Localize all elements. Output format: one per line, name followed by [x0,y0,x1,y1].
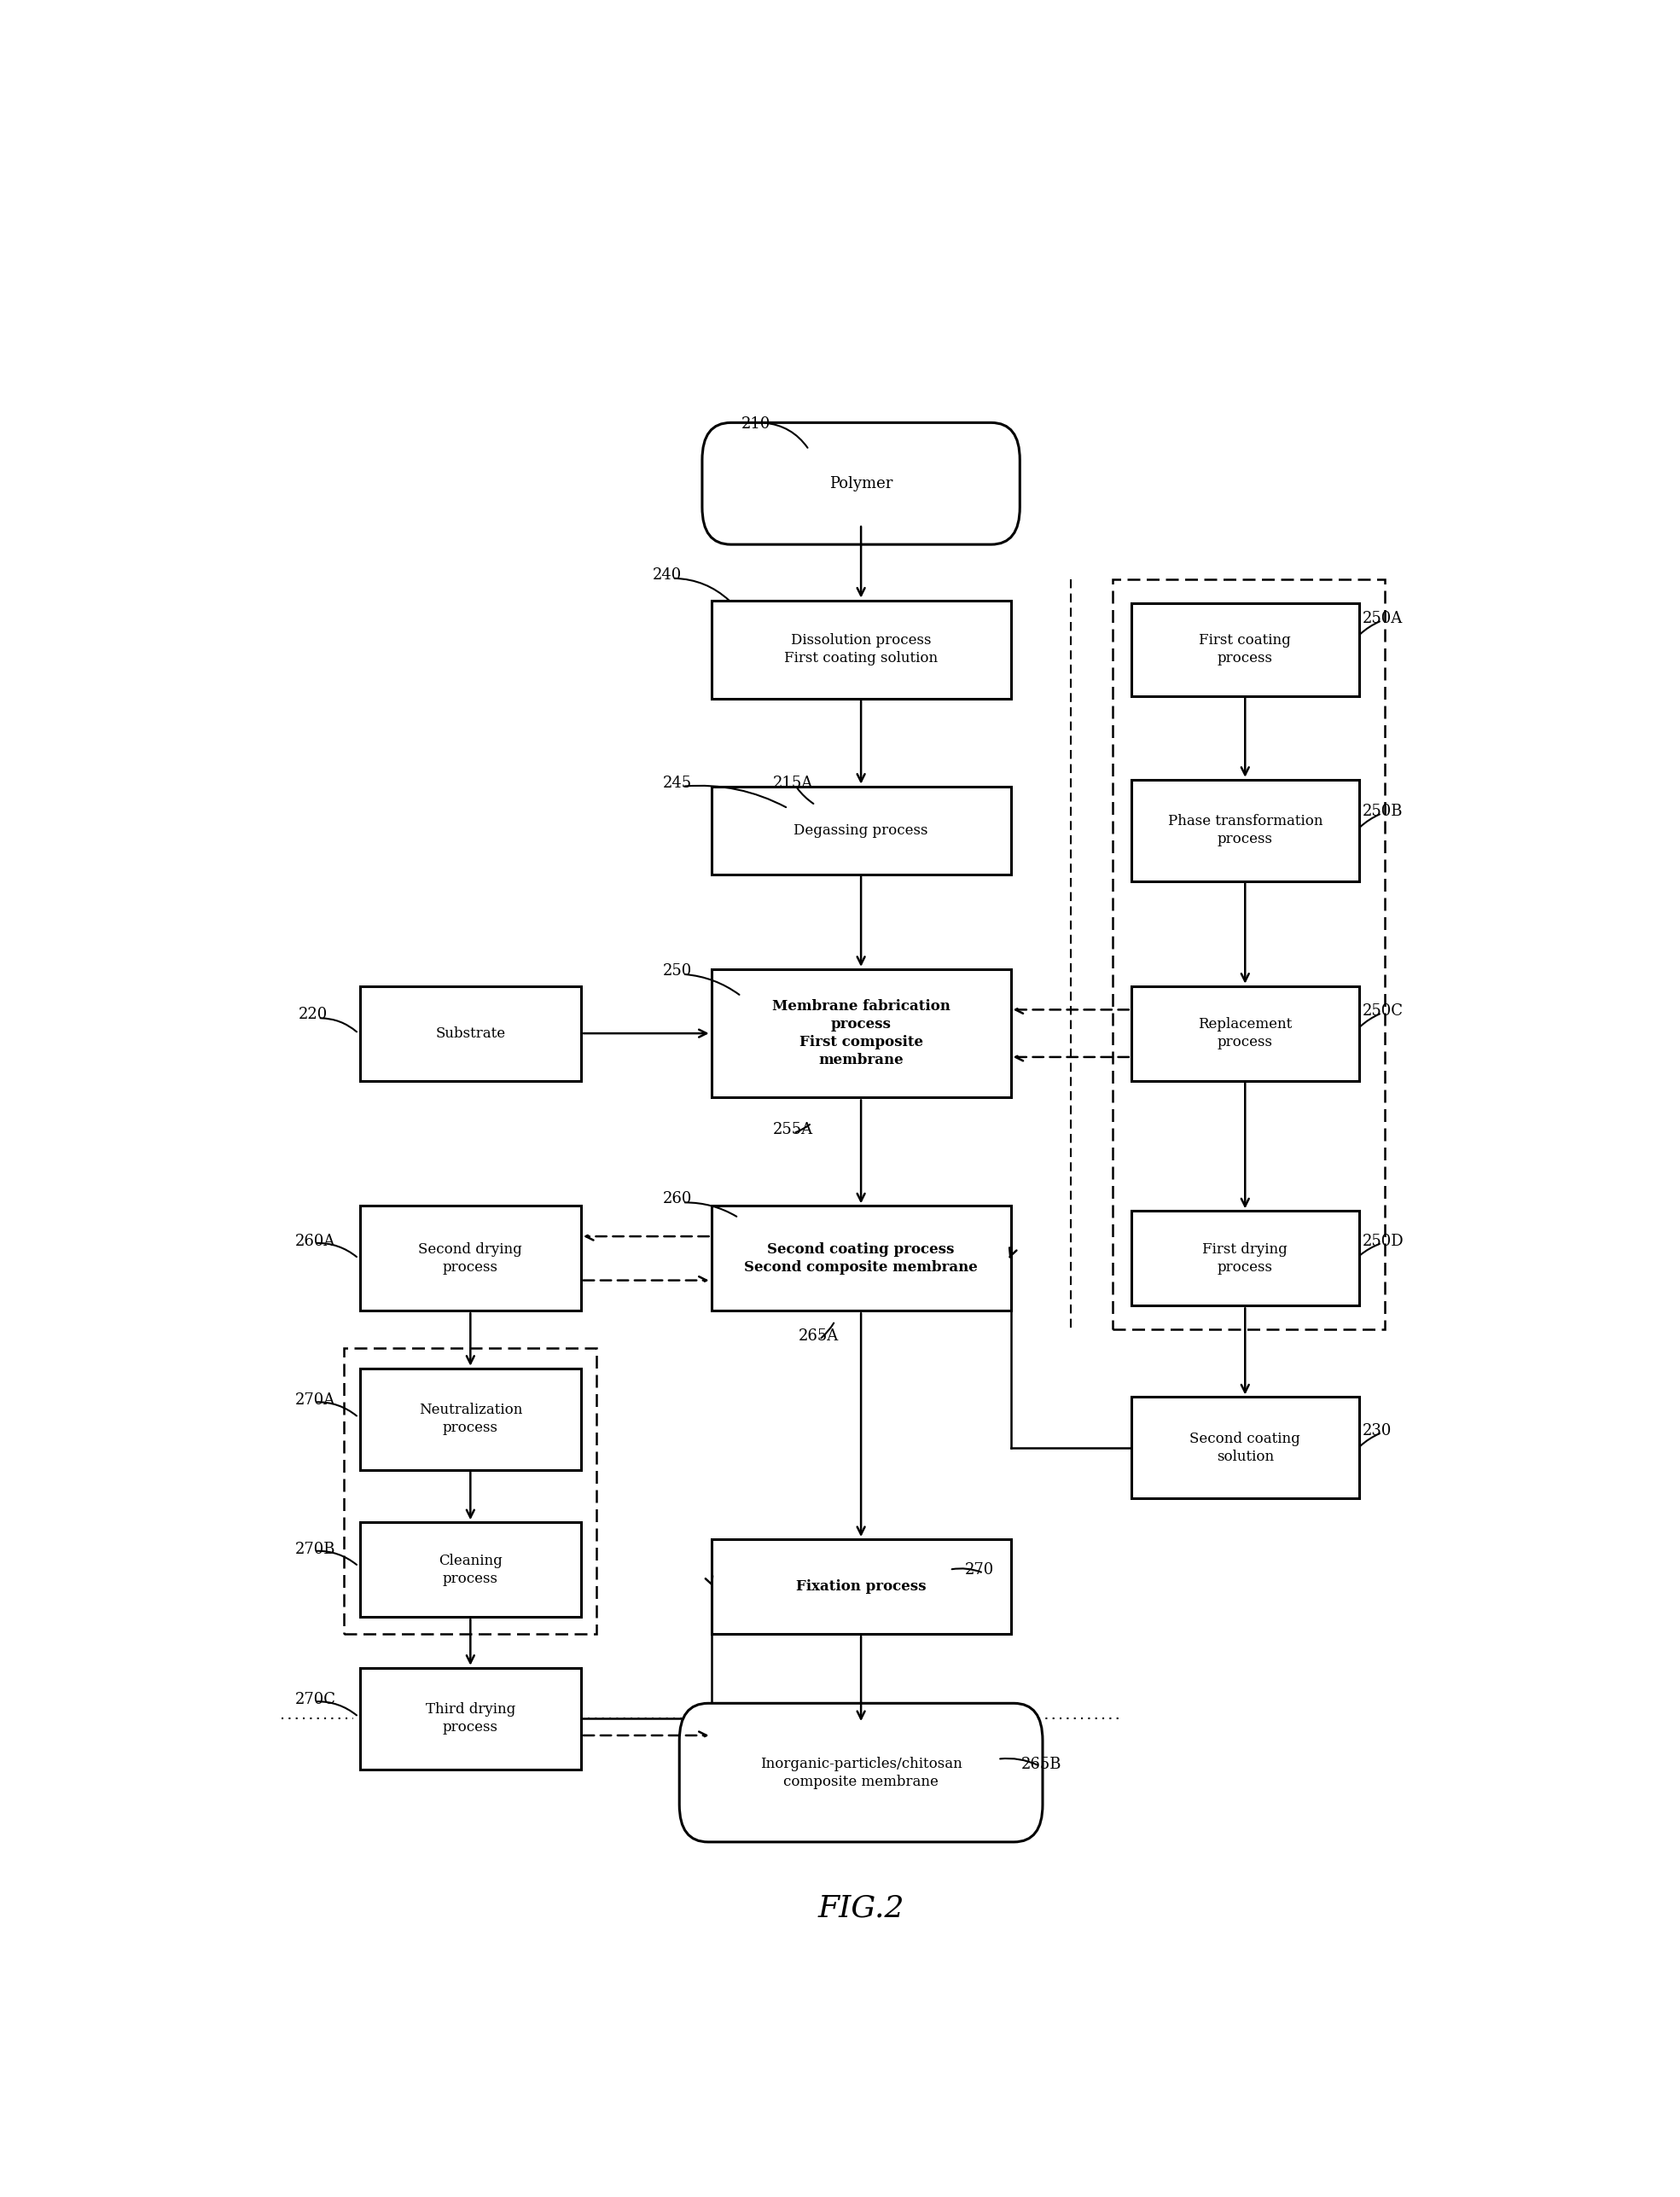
Text: 260: 260 [664,1191,692,1206]
Bar [360,986,581,1081]
Text: 250D: 250D [1362,1235,1404,1250]
Bar [360,1668,581,1769]
Text: Cleaning
process: Cleaning process [438,1553,502,1586]
Bar [1131,780,1359,881]
Bar [344,1349,596,1635]
Bar [1131,1397,1359,1498]
Text: Replacement
process: Replacement process [1198,1017,1292,1050]
Bar [360,1369,581,1470]
Bar [711,1540,1011,1635]
Text: Membrane fabrication
process
First composite
membrane: Membrane fabrication process First compo… [771,1000,951,1068]
Text: 265B: 265B [1021,1755,1062,1771]
Text: First drying
process: First drying process [1203,1241,1287,1274]
Text: First coating
process: First coating process [1200,633,1290,666]
Text: Neutralization
process: Neutralization process [418,1404,522,1435]
Text: Fixation process: Fixation process [796,1580,926,1593]
Bar [360,1523,581,1617]
Text: 230: 230 [1362,1424,1391,1439]
Bar [711,600,1011,699]
Bar [1112,580,1384,1329]
Bar [360,1206,581,1312]
Bar [711,969,1011,1098]
FancyBboxPatch shape [702,422,1020,545]
Bar [1131,986,1359,1081]
Text: Polymer: Polymer [830,477,892,492]
Text: FIG.2: FIG.2 [818,1894,904,1922]
Text: Phase transformation
process: Phase transformation process [1168,815,1322,846]
Text: Second coating
solution: Second coating solution [1189,1432,1300,1463]
Text: Dissolution process
First coating solution: Dissolution process First coating soluti… [785,633,937,666]
Text: 245: 245 [664,776,692,791]
Text: Third drying
process: Third drying process [425,1703,516,1736]
Text: 250C: 250C [1362,1004,1403,1019]
Text: Substrate: Substrate [435,1026,506,1041]
Text: 220: 220 [299,1006,328,1022]
Text: 270A: 270A [294,1393,334,1408]
Text: 255A: 255A [773,1123,813,1138]
Text: 250: 250 [664,962,692,978]
Text: 240: 240 [652,567,682,582]
Text: Degassing process: Degassing process [795,824,927,837]
Text: 260A: 260A [294,1235,334,1250]
Bar [1131,1211,1359,1305]
Bar [1131,602,1359,696]
Text: 270: 270 [964,1562,995,1577]
Text: 210: 210 [741,417,771,433]
Text: 270C: 270C [294,1692,336,1707]
Bar [711,1206,1011,1312]
Text: 250A: 250A [1362,611,1403,626]
Text: Inorganic-particles/chitosan
composite membrane: Inorganic-particles/chitosan composite m… [759,1755,963,1788]
FancyBboxPatch shape [679,1703,1043,1841]
Text: Second coating process
Second composite membrane: Second coating process Second composite … [744,1241,978,1274]
Text: 270B: 270B [294,1542,334,1558]
Text: 250B: 250B [1362,804,1403,819]
Text: 215A: 215A [773,776,813,791]
Text: 265A: 265A [798,1329,838,1345]
Bar [711,787,1011,874]
Text: Second drying
process: Second drying process [418,1241,522,1274]
